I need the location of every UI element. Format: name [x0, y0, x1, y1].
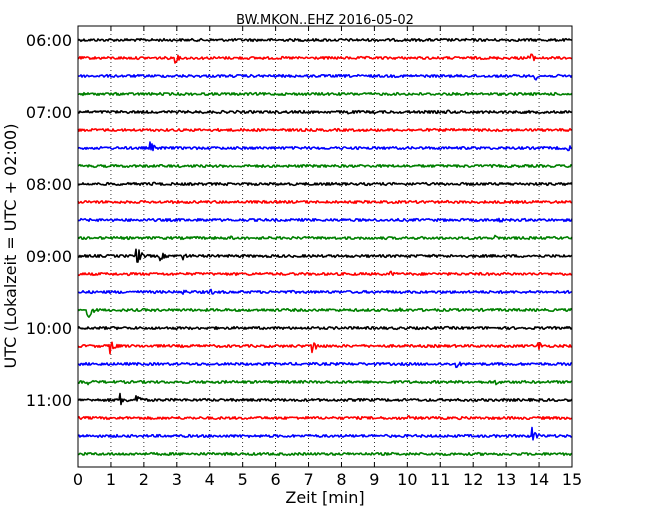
x-tick-label: 12	[463, 470, 483, 489]
trace-0745	[77, 163, 573, 169]
trace-0830	[77, 217, 573, 223]
trace-0730	[77, 141, 573, 152]
x-tick-label: 1	[106, 470, 116, 489]
trace-0630	[77, 73, 573, 81]
y-axis-ticks: 06:00 07:00 08:00 09:00 10:00 11:00	[26, 31, 572, 410]
trace-0915	[77, 270, 573, 277]
x-tick-label: 2	[139, 470, 149, 489]
trace-0900	[77, 248, 573, 263]
trace-0930	[77, 288, 573, 295]
chart-title: BW.MKON..EHZ 2016-05-02	[236, 13, 414, 28]
trace-0700	[77, 109, 573, 115]
x-axis-ticks: 0 1 2 3 4 5 6 7 8 9 10 11 12 13 14 15	[73, 26, 582, 489]
trace-0715	[77, 127, 573, 133]
y-tick-label: 08:00	[26, 175, 72, 194]
trace-1145	[77, 451, 573, 457]
trace-0945	[77, 307, 573, 318]
trace-1000	[77, 325, 573, 331]
y-axis-label: UTC (Lokalzeit = UTC + 02:00)	[1, 124, 20, 369]
x-tick-label: 10	[397, 470, 417, 489]
y-tick-label: 06:00	[26, 31, 72, 50]
y-tick-label: 07:00	[26, 103, 72, 122]
x-tick-label: 11	[430, 470, 450, 489]
y-tick-label: 09:00	[26, 247, 72, 266]
x-tick-label: 9	[369, 470, 379, 489]
x-tick-label: 14	[529, 470, 549, 489]
x-axis-label: Zeit [min]	[285, 488, 364, 507]
trace-0800	[77, 181, 573, 187]
trace-0600	[77, 37, 573, 43]
x-tick-label: 4	[205, 470, 215, 489]
x-tick-label: 6	[271, 470, 281, 489]
trace-0615	[77, 53, 573, 64]
trace-1130	[77, 426, 573, 441]
x-tick-label: 8	[336, 470, 346, 489]
trace-1115	[77, 415, 573, 421]
trace-1045	[77, 379, 573, 386]
trace-0645	[77, 91, 573, 97]
x-tick-label: 15	[562, 470, 582, 489]
x-tick-label: 13	[496, 470, 516, 489]
trace-1030	[77, 361, 573, 369]
vertical-gridlines	[110, 26, 540, 467]
x-tick-label: 7	[303, 470, 313, 489]
trace-1015	[77, 341, 573, 355]
x-tick-label: 5	[238, 470, 248, 489]
y-tick-label: 10:00	[26, 319, 72, 338]
trace-0845	[77, 234, 573, 241]
trace-lines	[77, 37, 573, 457]
plot-frame	[77, 25, 573, 468]
x-tick-label: 3	[172, 470, 182, 489]
trace-0815	[77, 199, 572, 205]
trace-1100	[77, 392, 573, 406]
x-tick-label: 0	[73, 470, 83, 489]
y-tick-label: 11:00	[26, 391, 72, 410]
